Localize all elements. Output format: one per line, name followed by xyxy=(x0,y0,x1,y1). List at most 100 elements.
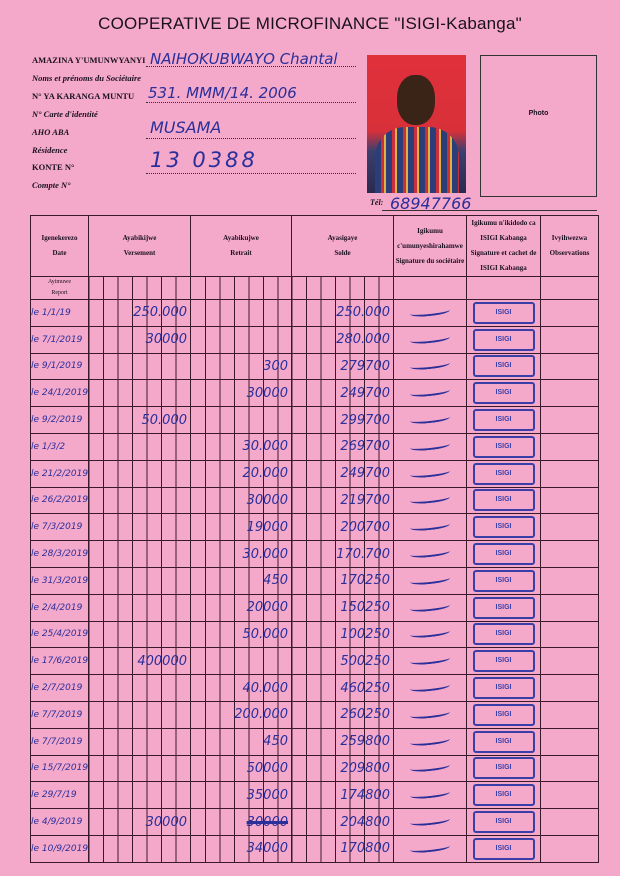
member-signature-cell xyxy=(393,379,467,408)
name-label: AMAZINA Y'UMUNWYANYI xyxy=(32,55,146,65)
date-cell: le 4/9/2019 xyxy=(30,808,89,836)
solde-cell: 209800 xyxy=(291,754,394,783)
table-row: le 21/2/2019 20.000 249700 ISIGI xyxy=(30,459,599,488)
stamp-mark: ISIGI xyxy=(472,811,535,834)
date-cell: le 31/3/2019 xyxy=(30,566,89,595)
stamp-mark: ISIGI xyxy=(472,462,535,485)
observations-cell xyxy=(540,459,599,488)
table-row: le 2/7/2019 40.000 460250 ISIGI xyxy=(30,674,599,702)
stamp-mark: ISIGI xyxy=(472,569,535,592)
versement-cell xyxy=(88,459,191,488)
solde-cell: 174800 xyxy=(291,781,394,810)
versement-cell xyxy=(88,566,191,595)
id-line xyxy=(146,102,356,103)
member-signature-cell xyxy=(393,700,467,729)
observations-cell xyxy=(540,299,599,327)
versement-cell: 250.000 xyxy=(88,299,191,327)
signature-mark xyxy=(409,386,451,399)
observations-cell xyxy=(540,379,599,408)
signature-mark xyxy=(409,707,451,720)
signature-mark xyxy=(409,332,451,345)
table-row: le 10/9/2019 34000 170800 ISIGI xyxy=(30,834,599,863)
stamp-cell: ISIGI xyxy=(466,620,541,649)
observations-cell xyxy=(540,674,599,702)
versement-cell: 50.000 xyxy=(88,406,191,434)
retrait-cell: 19000 xyxy=(190,513,292,542)
versement-cell xyxy=(88,620,191,649)
stamp-mark: ISIGI xyxy=(472,355,535,378)
table-row: le 31/3/2019 450 170250 ISIGI xyxy=(30,566,599,595)
solde-cell: 299700 xyxy=(291,406,394,434)
stamp-mark: ISIGI xyxy=(472,489,535,512)
stamp-cell: ISIGI xyxy=(466,379,541,408)
date-cell: le 7/7/2019 xyxy=(30,700,89,729)
signature-mark xyxy=(409,493,451,506)
table-row: le 29/7/19 35000 174800 ISIGI xyxy=(30,781,599,810)
member-signature-cell xyxy=(393,808,467,836)
member-signature-cell xyxy=(393,566,467,595)
observations-cell xyxy=(540,432,599,461)
table-row: le 26/2/2019 30000 219700 ISIGI xyxy=(30,486,599,515)
observations-cell xyxy=(540,593,599,622)
signature-mark xyxy=(409,413,451,426)
versement-cell xyxy=(88,754,191,783)
table-row: le 4/9/2019 30000 30000 204800 ISIGI xyxy=(30,808,599,836)
retrait-cell: 30000 xyxy=(190,379,292,408)
stamp-cell: ISIGI xyxy=(466,566,541,595)
member-signature-cell xyxy=(393,620,467,649)
versement-cell: 30000 xyxy=(88,808,191,836)
observations-cell xyxy=(540,540,599,568)
member-signature-cell xyxy=(393,674,467,702)
observations-cell xyxy=(540,566,599,595)
table-row: le 24/1/2019 30000 249700 ISIGI xyxy=(30,379,599,408)
stamp-mark: ISIGI xyxy=(472,409,535,432)
date-cell: le 2/7/2019 xyxy=(30,674,89,702)
header-rw: Ivyihwezwa xyxy=(551,234,588,242)
table-row: le 1/1/19 250.000 250.000 ISIGI xyxy=(30,299,599,327)
date-cell: le 28/3/2019 xyxy=(30,540,89,568)
solde-cell: 269700 xyxy=(291,432,394,461)
header-date: Igenekerezo Date xyxy=(30,215,89,277)
signature-mark xyxy=(409,600,451,613)
observations-cell xyxy=(540,406,599,434)
header-fr: Date xyxy=(52,249,67,257)
residence-value: MUSAMA xyxy=(150,118,222,137)
date-cell: le 7/1/2019 xyxy=(30,325,89,354)
date-cell: le 1/1/19 xyxy=(30,299,89,327)
retrait-cell: 450 xyxy=(190,727,292,756)
date-cell: le 10/9/2019 xyxy=(30,834,89,863)
account-line xyxy=(146,173,356,174)
stamp-cell: ISIGI xyxy=(466,325,541,354)
observations-cell xyxy=(540,513,599,542)
retrait-cell: 300 xyxy=(190,352,292,381)
signature-mark xyxy=(409,520,451,533)
solde-cell: 150250 xyxy=(291,593,394,622)
stamp-cell: ISIGI xyxy=(466,808,541,836)
header-rw: Igikumu c'umunyeshirahamwe xyxy=(397,226,463,250)
header-stamp: Igikumu n'ikidodo ca ISIGI Kabanga Signat… xyxy=(466,215,541,277)
stamp-mark: ISIGI xyxy=(472,837,535,860)
signature-mark xyxy=(409,814,451,828)
stamp-mark: ISIGI xyxy=(472,730,535,753)
table-row: le 25/4/2019 50.000 100250 ISIGI xyxy=(30,620,599,649)
solde-cell: 460250 xyxy=(291,674,394,702)
stamp-mark: ISIGI xyxy=(472,516,535,539)
solde-cell: 249700 xyxy=(291,459,394,488)
stamp-cell: ISIGI xyxy=(466,459,541,488)
versement-cell xyxy=(88,674,191,702)
retrait-cell: 200.000 xyxy=(190,700,292,729)
header-fr: Versement xyxy=(123,249,156,257)
stamp-mark: ISIGI xyxy=(472,757,535,780)
table-row: le 28/3/2019 30.000 170.700 ISIGI xyxy=(30,540,599,568)
solde-cell: 100250 xyxy=(291,620,394,649)
member-signature-cell xyxy=(393,781,467,810)
versement-cell xyxy=(88,540,191,568)
solde-cell: 500250 xyxy=(291,647,394,676)
stamp-cell: ISIGI xyxy=(466,540,541,568)
versement-cell xyxy=(88,593,191,622)
date-cell: le 17/6/2019 xyxy=(30,647,89,676)
date-cell: le 29/7/19 xyxy=(30,781,89,810)
stamp-mark: ISIGI xyxy=(472,435,535,458)
versement-cell: 400000 xyxy=(88,647,191,676)
id-value: 531. MMM/14. 2006 xyxy=(148,84,297,102)
